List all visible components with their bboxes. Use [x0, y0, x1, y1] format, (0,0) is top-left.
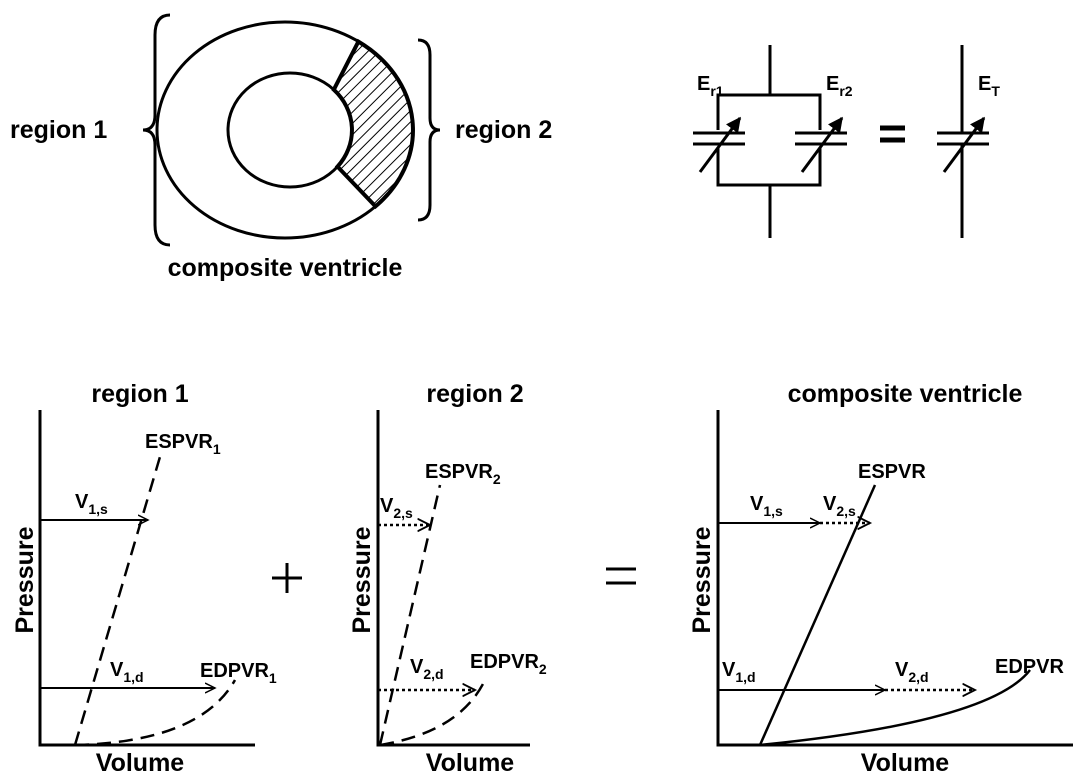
- subscript: 2: [493, 471, 501, 487]
- label-text: V: [110, 659, 124, 681]
- subscript: 1,s: [763, 503, 783, 519]
- y-label: Pressure: [688, 526, 716, 633]
- er2-label: Er2: [826, 73, 853, 99]
- curve-label: EDPVR2: [470, 651, 547, 677]
- curve-label: V2,s: [380, 495, 413, 521]
- curve-label: V1,s: [75, 491, 108, 517]
- panel-2: [376, 410, 530, 747]
- curve-label: ESPVR1: [145, 431, 221, 457]
- panel-title: composite ventricle: [788, 380, 1023, 408]
- label-text: V: [722, 659, 736, 681]
- label-text: V: [75, 491, 89, 513]
- x-label: Volume: [96, 749, 185, 774]
- subscript: 2,d: [908, 669, 928, 685]
- et-label: ET: [978, 73, 1000, 99]
- panel-title: region 1: [91, 380, 188, 408]
- circuit: [693, 45, 989, 238]
- region-1-label: region 1: [10, 116, 107, 144]
- label-text: V: [895, 659, 909, 681]
- operators: [272, 563, 636, 593]
- y-label: Pressure: [11, 526, 39, 633]
- curve-label: V2,d: [895, 659, 929, 685]
- label-text: ESPVR: [858, 461, 926, 483]
- panel-3: [716, 410, 1073, 747]
- x-label: Volume: [426, 749, 515, 774]
- curve-label: ESPVR2: [425, 461, 501, 487]
- curve-label: V2,s: [823, 493, 856, 519]
- curve-label: ESPVR: [858, 461, 926, 483]
- curve-label: V1,d: [722, 659, 756, 685]
- curve-label: V1,s: [750, 493, 783, 519]
- ventricle-label: composite ventricle: [168, 254, 403, 282]
- curve-label: EDPVR: [995, 656, 1064, 678]
- label-text: EDPVR: [995, 656, 1064, 678]
- subscript: 1: [213, 441, 221, 457]
- panel-1: [38, 410, 255, 747]
- subscript: 1,d: [735, 669, 755, 685]
- label-text: ESPVR: [425, 461, 493, 483]
- curve-label: EDPVR1: [200, 660, 277, 686]
- label-text: EDPVR: [470, 651, 539, 673]
- label-text: V: [380, 495, 394, 517]
- ventricle: [142, 13, 441, 247]
- y-label: Pressure: [348, 526, 376, 633]
- subscript: 1,s: [88, 501, 108, 517]
- subscript: 2: [539, 661, 547, 677]
- subscript: 1: [269, 670, 277, 686]
- subscript: 2,s: [393, 505, 413, 521]
- curve-labels: ESPVR1EDPVR1V1,sV1,dESPVR2EDPVR2V2,sV2,d…: [75, 431, 1064, 686]
- region-2-label: region 2: [455, 116, 552, 144]
- subscript: 1,d: [123, 669, 143, 685]
- label-text: V: [823, 493, 837, 515]
- curve-label: V1,d: [110, 659, 144, 685]
- panel-title: region 2: [426, 380, 523, 408]
- subscript: 2,s: [836, 503, 856, 519]
- label-text: V: [410, 656, 424, 678]
- x-label: Volume: [861, 749, 950, 774]
- subscript: 2,d: [423, 666, 443, 682]
- curve-label: V2,d: [410, 656, 444, 682]
- er1-label: Er1: [697, 73, 724, 99]
- label-text: EDPVR: [200, 660, 269, 682]
- label-text: V: [750, 493, 764, 515]
- label-text: ESPVR: [145, 431, 213, 453]
